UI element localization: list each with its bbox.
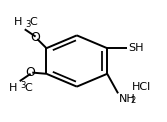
- Text: 3: 3: [21, 81, 26, 90]
- Text: O: O: [31, 31, 41, 44]
- Text: HCl: HCl: [132, 82, 151, 92]
- Text: SH: SH: [128, 43, 144, 53]
- Text: NH: NH: [119, 94, 135, 104]
- Text: O: O: [26, 66, 36, 79]
- Text: C: C: [29, 17, 37, 27]
- Text: 2: 2: [131, 96, 136, 105]
- Text: H: H: [9, 83, 17, 93]
- Text: C: C: [24, 83, 32, 93]
- Text: H: H: [14, 17, 22, 27]
- Text: 3: 3: [26, 20, 31, 29]
